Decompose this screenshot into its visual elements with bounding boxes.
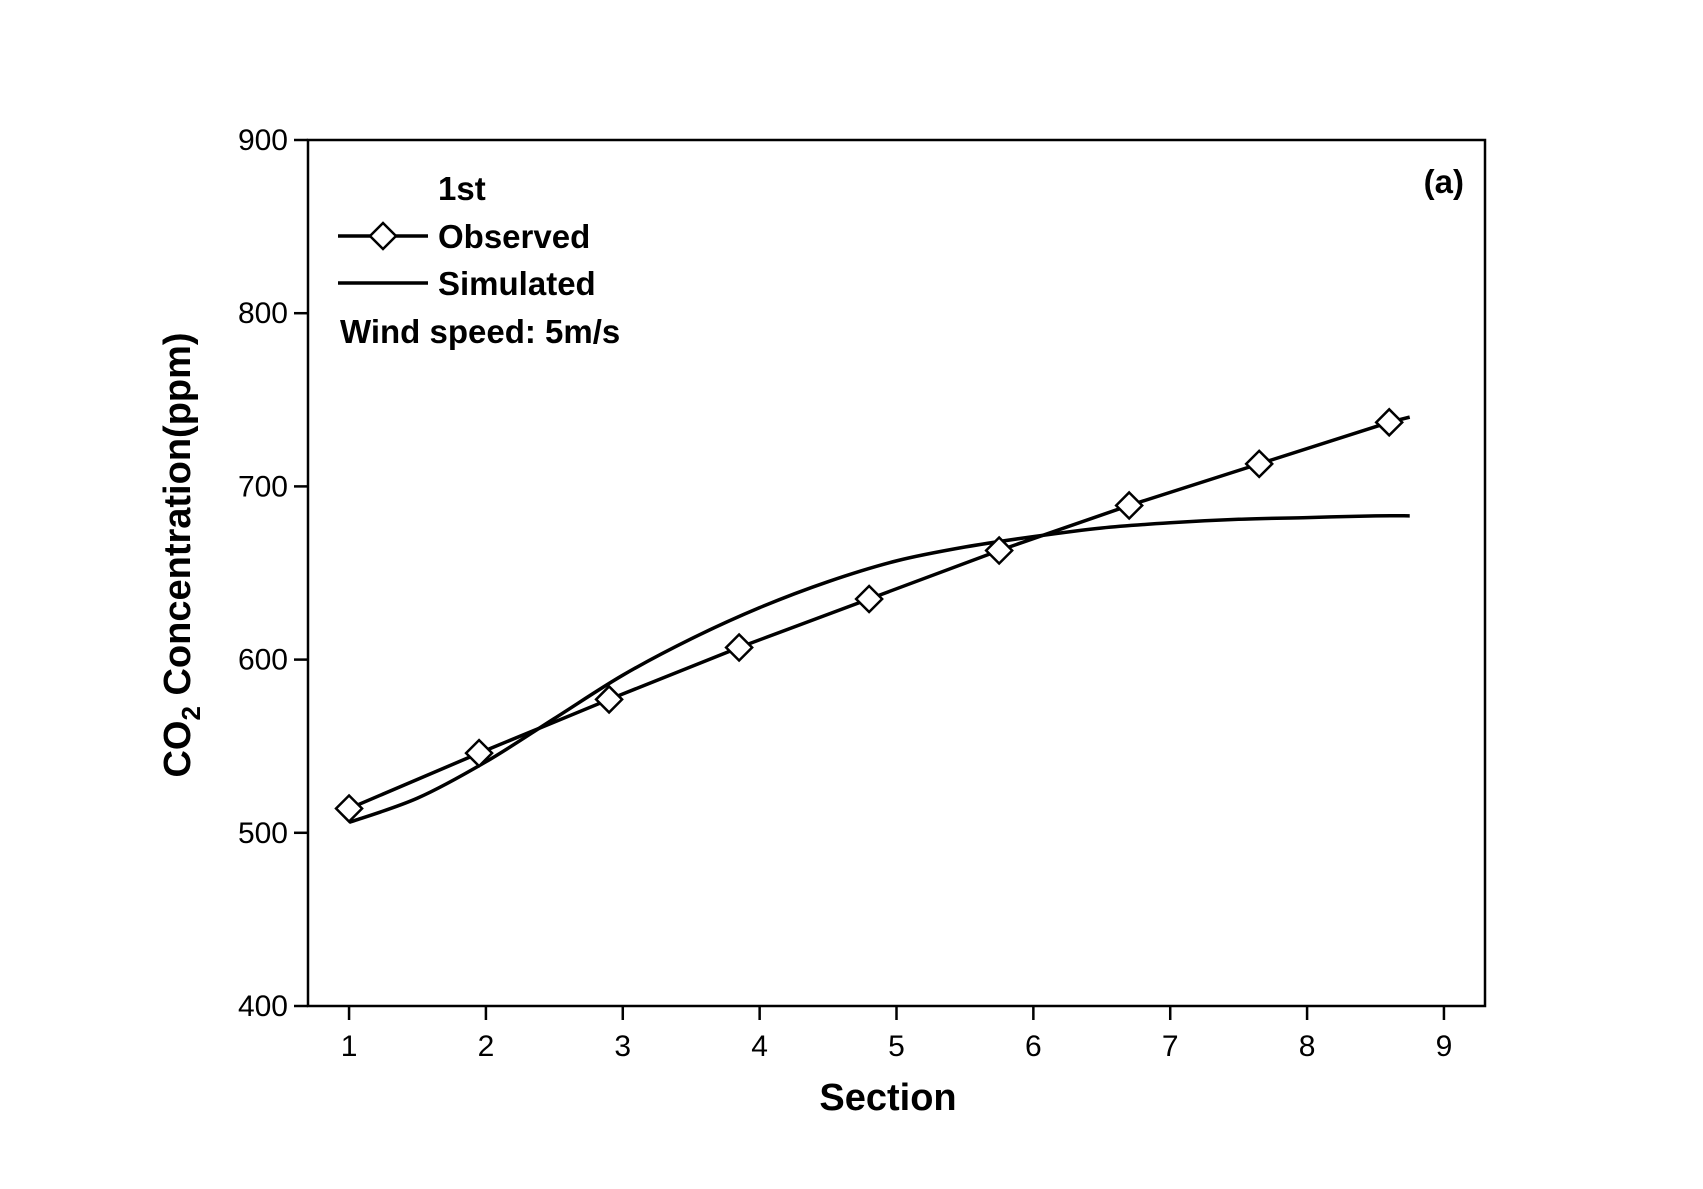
x-tick-label: 1 <box>341 1030 358 1063</box>
x-tick-label: 7 <box>1162 1030 1179 1063</box>
y-tick-label: 700 <box>238 470 288 503</box>
x-tick-label: 2 <box>478 1030 495 1063</box>
legend-observed-marker <box>368 221 398 251</box>
legend-title: 1st <box>438 170 486 207</box>
legend-simulated-label: Simulated <box>438 265 596 302</box>
x-axis-title: Section <box>819 1077 956 1119</box>
series-layer <box>334 407 1411 825</box>
x-tick-label: 6 <box>1025 1030 1042 1063</box>
legend-observed-label: Observed <box>438 218 590 255</box>
observed-point <box>1244 449 1274 479</box>
series-simulated-line <box>348 513 1410 825</box>
y-tick-label: 500 <box>238 817 288 850</box>
y-tick-label: 900 <box>238 124 288 157</box>
observed-point <box>984 535 1014 566</box>
y-axis-title-suffix: Concentration(ppm) <box>157 332 199 706</box>
legend: 1st Observed Simulated Wind speed: 5m/s <box>338 170 620 350</box>
x-tick-label: 3 <box>614 1030 631 1063</box>
x-axis-ticks: 1 2 3 4 5 6 7 8 9 <box>341 1006 1453 1063</box>
observed-point <box>464 738 494 768</box>
observed-point <box>854 584 884 614</box>
legend-note: Wind speed: 5m/s <box>340 313 620 350</box>
x-tick-label: 4 <box>751 1030 768 1063</box>
observed-point <box>1114 490 1144 521</box>
x-tick-label: 9 <box>1436 1030 1453 1063</box>
y-axis-title-subscript: 2 <box>176 706 206 720</box>
observed-point <box>594 684 624 715</box>
panel-label: (a) <box>1424 163 1464 200</box>
y-axis-ticks: 400 500 600 700 800 900 <box>238 124 308 1023</box>
series-observed-line <box>348 415 1411 811</box>
x-tick-label: 5 <box>888 1030 905 1063</box>
y-axis-title-prefix: CO <box>157 721 199 778</box>
observed-point <box>1374 407 1404 438</box>
y-tick-label: 800 <box>238 297 288 330</box>
y-axis-title: CO2 Concentration(ppm) <box>157 332 206 777</box>
observed-point <box>724 632 754 663</box>
y-tick-label: 400 <box>238 990 288 1023</box>
y-tick-label: 600 <box>238 644 288 677</box>
x-tick-label: 8 <box>1299 1030 1316 1063</box>
observed-point <box>334 793 364 824</box>
